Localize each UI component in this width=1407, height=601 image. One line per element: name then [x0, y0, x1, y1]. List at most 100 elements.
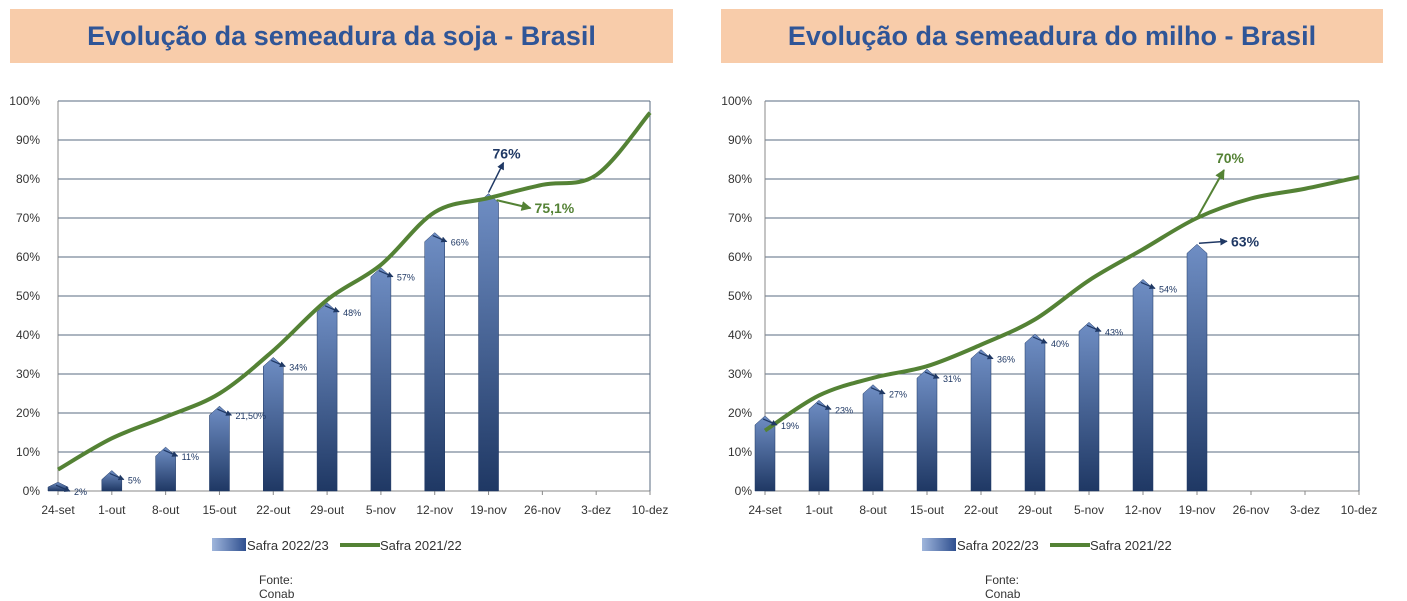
- label-arrow: [924, 371, 940, 379]
- bar: [1132, 279, 1154, 492]
- x-tick-label: 26-nov: [524, 503, 561, 517]
- corn-chart-source: Fonte: Conab: [985, 573, 1021, 601]
- label-arrow: [271, 359, 286, 368]
- bar: [808, 399, 830, 492]
- bar-value-label: 34%: [289, 362, 307, 372]
- bar-value-label: 63%: [1231, 233, 1260, 249]
- legend-swatch-bar: [922, 538, 956, 551]
- bar: [424, 232, 445, 492]
- label-arrow: [762, 418, 778, 426]
- bar: [478, 193, 499, 492]
- label-arrow: [1140, 281, 1156, 290]
- label-arrow: [378, 270, 394, 278]
- bar-value-label: 21,50%: [235, 411, 266, 421]
- bar-value-label: 31%: [943, 374, 961, 384]
- bar: [862, 384, 884, 492]
- label-arrow: [1032, 336, 1048, 344]
- x-tick-label: 15-out: [202, 503, 237, 517]
- bar: [1186, 243, 1208, 492]
- bar-value-label: 2%: [74, 487, 87, 497]
- x-tick-label: 3-dez: [1290, 503, 1320, 517]
- bar-value-label: 36%: [997, 355, 1015, 365]
- y-tick-label: 50%: [728, 289, 752, 303]
- x-tick-label: 15-out: [910, 503, 945, 517]
- legend-swatch-bar: [212, 538, 246, 551]
- bar-value-label: 40%: [1051, 339, 1069, 349]
- bar: [1024, 333, 1046, 492]
- y-tick-label: 60%: [728, 250, 752, 264]
- bar-value-label: 54%: [1159, 284, 1177, 294]
- bar: [209, 405, 230, 492]
- y-tick-label: 90%: [16, 133, 40, 147]
- bar-value-label: 27%: [889, 390, 907, 400]
- series-line-safra-2021-22: [763, 175, 1360, 433]
- bar-value-label: 57%: [397, 273, 415, 283]
- corn-chart-title: Evolução da semeadura do milho - Brasil: [721, 9, 1383, 63]
- x-tick-label: 26-nov: [1233, 503, 1270, 517]
- x-tick-label: 22-out: [256, 503, 291, 517]
- x-tick-label: 10-dez: [632, 503, 669, 517]
- legend-label-line: Safra 2021/22: [1090, 538, 1172, 553]
- label-arrow: [870, 387, 886, 395]
- label-arrow: [55, 484, 71, 492]
- y-tick-label: 50%: [16, 289, 40, 303]
- callout-arrow: [1198, 238, 1228, 246]
- y-tick-label: 0%: [23, 484, 41, 498]
- x-tick-label: 19-nov: [470, 503, 507, 517]
- bar-value-label: 76%: [493, 146, 522, 162]
- label-arrow: [1086, 324, 1102, 332]
- y-tick-label: 80%: [16, 172, 40, 186]
- x-tick-label: 1-out: [805, 503, 833, 517]
- legend-label-bar: Safra 2022/23: [957, 538, 1039, 553]
- y-tick-label: 60%: [16, 250, 40, 264]
- label-arrow: [816, 402, 832, 410]
- y-tick-label: 30%: [728, 367, 752, 381]
- y-tick-label: 70%: [16, 211, 40, 225]
- y-tick-label: 80%: [728, 172, 752, 186]
- bar-value-label: 66%: [451, 238, 469, 248]
- bar: [1078, 321, 1100, 492]
- x-tick-label: 12-nov: [1125, 503, 1162, 517]
- bar-value-label: 5%: [128, 476, 141, 486]
- y-tick-label: 30%: [16, 367, 40, 381]
- legend-label-bar: Safra 2022/23: [247, 538, 329, 553]
- x-tick-label: 19-nov: [1179, 503, 1216, 517]
- bar-value-label: 19%: [781, 421, 799, 431]
- bar: [263, 357, 284, 492]
- line-callout-arrow: [496, 199, 532, 211]
- label-arrow: [109, 472, 125, 481]
- bar: [101, 470, 123, 492]
- bar-value-label: 11%: [182, 452, 199, 462]
- x-tick-label: 5-nov: [366, 503, 396, 517]
- line-callout-label: 70%: [1216, 150, 1245, 166]
- bar: [370, 267, 392, 492]
- soy-chart-title: Evolução da semeadura da soja - Brasil: [10, 9, 673, 63]
- label-arrow: [217, 408, 233, 416]
- y-tick-label: 100%: [9, 94, 40, 108]
- y-tick-label: 20%: [16, 406, 40, 420]
- x-tick-label: 24-set: [748, 503, 782, 517]
- x-tick-label: 12-nov: [416, 503, 453, 517]
- y-tick-label: 100%: [721, 94, 752, 108]
- series-line-safra-2021-22: [56, 111, 652, 472]
- y-tick-label: 40%: [728, 328, 752, 342]
- legend-label-line: Safra 2021/22: [380, 538, 462, 553]
- x-tick-label: 3-dez: [581, 503, 611, 517]
- bar-value-label: 48%: [343, 308, 361, 318]
- corn-chart: 0% 10% 20% 30% 40% 50% 60% 70% 80% 90% 100% 24-set 1…: [721, 94, 1378, 553]
- y-tick-label: 10%: [16, 445, 40, 459]
- x-tick-label: 1-out: [98, 503, 126, 517]
- x-tick-label: 10-dez: [1341, 503, 1378, 517]
- x-tick-label: 8-out: [152, 503, 180, 517]
- x-tick-label: 29-out: [310, 503, 345, 517]
- callout-arrow: [487, 161, 505, 193]
- y-tick-label: 70%: [728, 211, 752, 225]
- bar: [316, 302, 338, 492]
- bar: [970, 349, 992, 492]
- y-tick-label: 40%: [16, 328, 40, 342]
- label-arrow: [978, 352, 994, 360]
- bar-value-label: 43%: [1105, 327, 1123, 337]
- y-tick-label: 20%: [728, 406, 752, 420]
- x-tick-label: 22-out: [964, 503, 999, 517]
- label-arrow: [324, 305, 340, 313]
